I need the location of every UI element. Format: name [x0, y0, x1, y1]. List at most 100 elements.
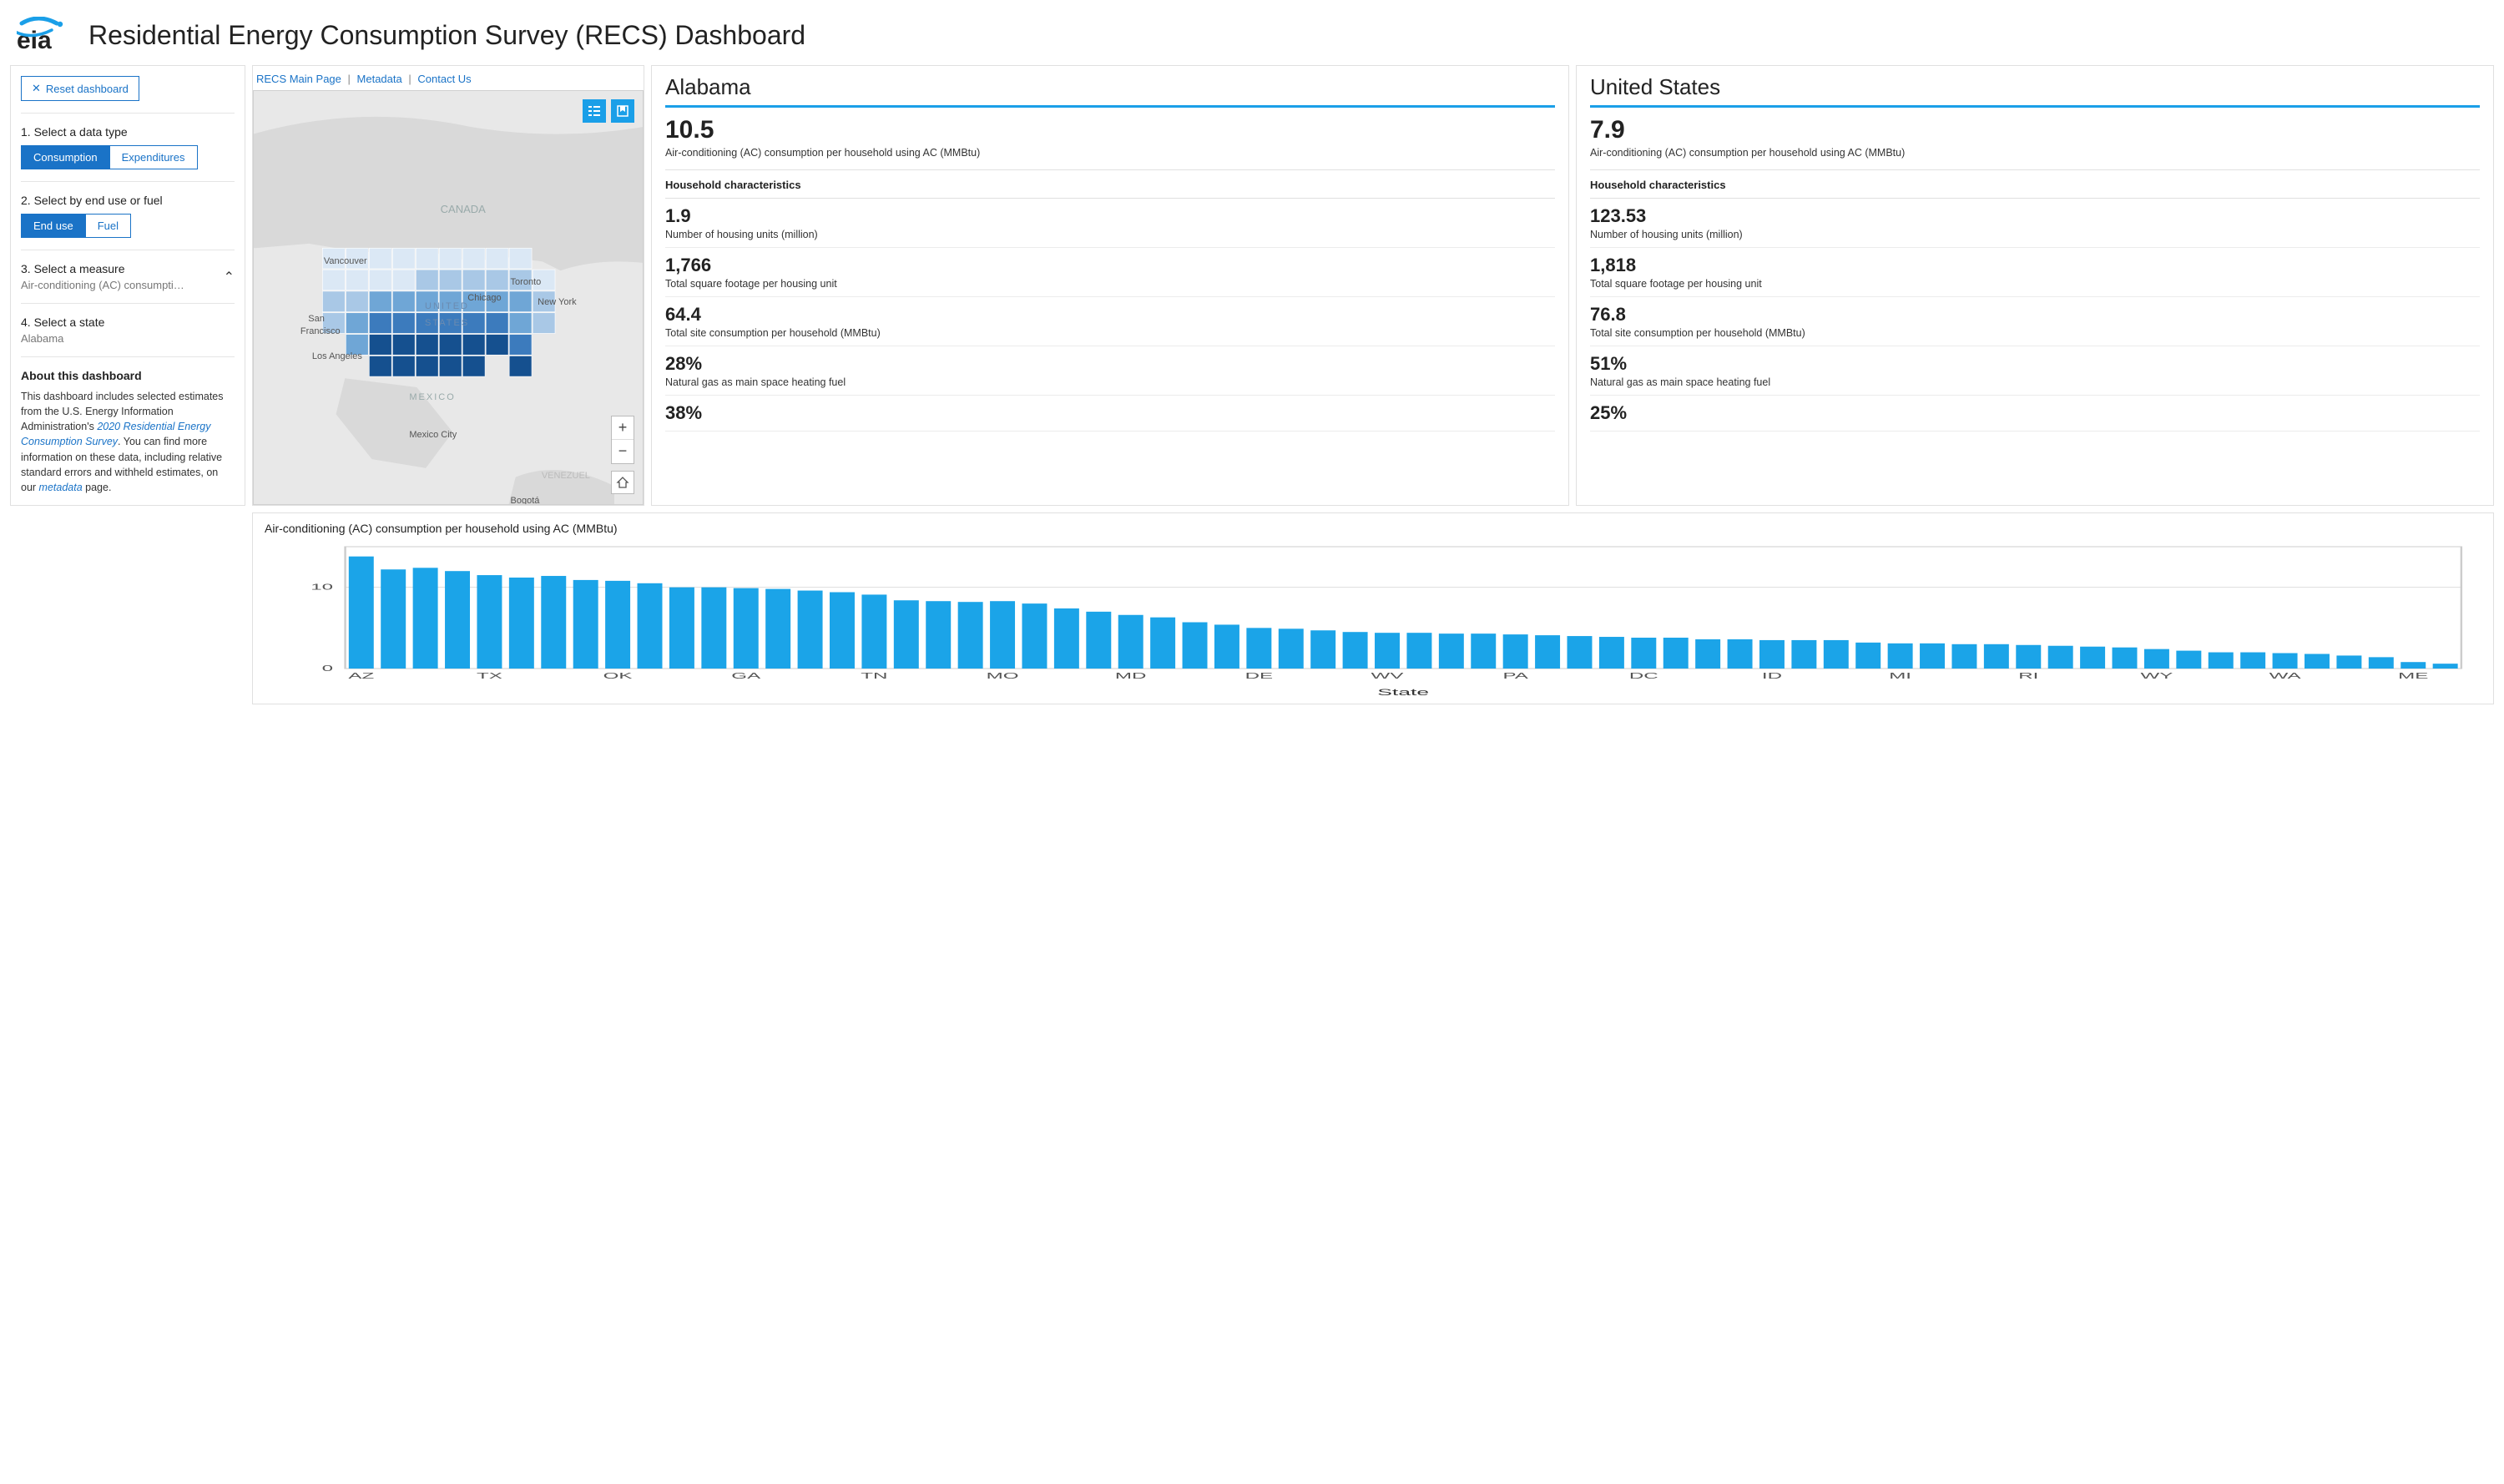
bar[interactable] [1599, 637, 1624, 669]
bar[interactable] [605, 581, 630, 669]
bar[interactable] [1279, 628, 1304, 669]
step2-group: End use Fuel [21, 214, 235, 238]
bar[interactable] [1728, 639, 1753, 669]
bar[interactable] [573, 580, 598, 669]
bar[interactable] [1888, 644, 1913, 669]
bar[interactable] [765, 588, 790, 668]
bar[interactable] [1054, 608, 1079, 669]
bar[interactable] [1343, 632, 1368, 669]
metadata-top-link[interactable]: Metadata [357, 73, 402, 85]
bar[interactable] [894, 600, 919, 669]
bar[interactable] [1246, 628, 1271, 669]
bar[interactable] [1984, 644, 2009, 669]
contact-link[interactable]: Contact Us [417, 73, 471, 85]
bar[interactable] [2016, 645, 2041, 669]
bar[interactable] [349, 557, 374, 669]
us-map-svg [254, 91, 643, 504]
svg-text:MD: MD [1115, 671, 1147, 680]
divider [21, 113, 235, 114]
bar[interactable] [2144, 649, 2169, 669]
bar[interactable] [1503, 634, 1528, 669]
bar[interactable] [381, 569, 406, 669]
expenditures-button[interactable]: Expenditures [110, 145, 198, 169]
bar[interactable] [2209, 652, 2234, 668]
bookmark-icon[interactable] [611, 99, 634, 123]
bar[interactable] [1310, 630, 1335, 669]
bar[interactable] [669, 588, 694, 669]
stat-value: 25% [1590, 402, 2480, 424]
bar[interactable] [1086, 612, 1111, 669]
fuel-button[interactable]: Fuel [86, 214, 131, 238]
bar[interactable] [1439, 633, 1464, 669]
us-headline-desc: Air-conditioning (AC) consumption per ho… [1590, 146, 2480, 159]
bar[interactable] [2080, 647, 2105, 669]
reset-dashboard-button[interactable]: ✕ Reset dashboard [21, 76, 139, 101]
divider [21, 181, 235, 182]
enduse-button[interactable]: End use [21, 214, 86, 238]
bar[interactable] [2240, 652, 2265, 668]
bar[interactable] [1214, 624, 1239, 669]
bar[interactable] [1855, 643, 1881, 669]
step3-row[interactable]: 3. Select a measure Air-conditioning (AC… [21, 262, 235, 291]
bar[interactable] [1791, 640, 1816, 669]
bar[interactable] [2048, 646, 2073, 669]
bar[interactable] [1759, 640, 1785, 669]
bar[interactable] [1920, 644, 1945, 669]
bar[interactable] [2401, 662, 2426, 669]
bar[interactable] [861, 594, 886, 669]
bar[interactable] [1568, 636, 1593, 669]
step4-row[interactable]: 4. Select a state Alabama [21, 315, 235, 345]
step4-value: Alabama [21, 332, 235, 345]
map-area[interactable]: + − CANADAUNITEDSTATESMEXICOVancouverSan… [253, 90, 644, 505]
bar[interactable] [701, 588, 726, 669]
bar[interactable] [1118, 615, 1143, 669]
bar[interactable] [2273, 653, 2298, 668]
bar[interactable] [926, 601, 951, 669]
bar[interactable] [1951, 644, 1976, 669]
bar[interactable] [2305, 654, 2330, 669]
bar[interactable] [541, 576, 566, 669]
bar[interactable] [958, 602, 983, 669]
bar[interactable] [1022, 603, 1047, 669]
bar[interactable] [990, 601, 1015, 669]
stat-block: 64.4Total site consumption per household… [665, 297, 1555, 346]
bar[interactable] [1631, 638, 1656, 669]
svg-text:GA: GA [731, 671, 761, 680]
bar[interactable] [1183, 622, 1208, 668]
legend-icon[interactable] [583, 99, 606, 123]
bar[interactable] [830, 592, 855, 668]
bar[interactable] [413, 568, 438, 669]
bar[interactable] [2433, 664, 2458, 669]
bar[interactable] [2336, 655, 2361, 669]
bar[interactable] [2176, 650, 2201, 668]
recs-main-link[interactable]: RECS Main Page [256, 73, 341, 85]
bar[interactable] [1150, 618, 1175, 669]
bar[interactable] [2369, 657, 2394, 669]
step1-label: 1. Select a data type [21, 125, 235, 139]
stat-block: 1,818Total square footage per housing un… [1590, 248, 2480, 297]
bar[interactable] [1695, 639, 1720, 669]
bar[interactable] [734, 588, 759, 669]
bar[interactable] [798, 590, 823, 668]
bar[interactable] [477, 575, 502, 669]
stat-label: Number of housing units (million) [1590, 229, 2480, 240]
bar[interactable] [509, 578, 534, 669]
state-section-header: Household characteristics [665, 169, 1555, 199]
home-button[interactable] [611, 471, 634, 494]
bar[interactable] [2113, 648, 2138, 669]
bar[interactable] [1471, 633, 1496, 669]
consumption-button[interactable]: Consumption [21, 145, 110, 169]
bar[interactable] [1406, 633, 1431, 669]
zoom-out-button[interactable]: − [612, 440, 634, 463]
bar[interactable] [1535, 635, 1560, 669]
bar[interactable] [1663, 638, 1689, 669]
bar[interactable] [445, 571, 470, 669]
metadata-link[interactable]: metadata [39, 482, 83, 493]
bar[interactable] [1375, 633, 1400, 669]
svg-text:WY: WY [2140, 671, 2173, 680]
step3-value: Air-conditioning (AC) consumpti… [21, 279, 224, 291]
bar[interactable] [638, 583, 663, 669]
bar[interactable] [1824, 640, 1849, 669]
zoom-in-button[interactable]: + [612, 416, 634, 440]
stat-label: Number of housing units (million) [665, 229, 1555, 240]
